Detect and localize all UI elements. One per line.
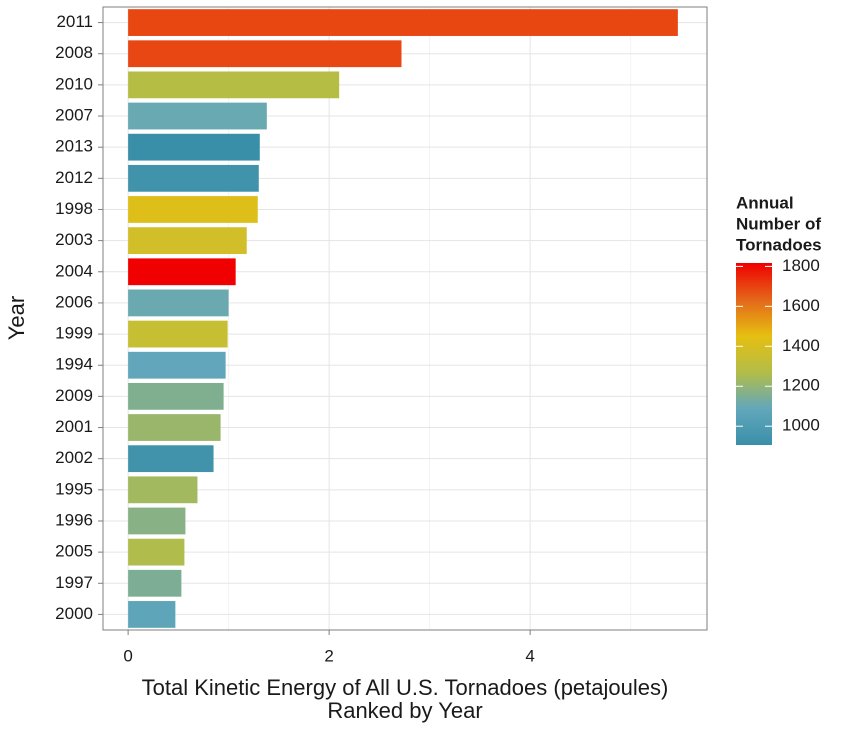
x-tick-label: 4 <box>525 646 534 665</box>
bar <box>128 382 224 410</box>
bar <box>128 445 214 473</box>
bar <box>128 71 340 99</box>
bar <box>128 9 678 36</box>
y-tick-label: 1996 <box>55 510 93 529</box>
y-tick-label: 1997 <box>55 573 93 592</box>
y-tick-label: 2013 <box>55 137 93 156</box>
colorbar-label: 1200 <box>782 376 820 395</box>
y-axis-title: Year <box>4 296 29 340</box>
legend-title: Tornadoes <box>736 235 822 254</box>
legend-title: Annual <box>736 193 794 212</box>
y-tick-label: 2007 <box>55 106 93 125</box>
y-tick-label: 2012 <box>55 168 93 187</box>
y-tick-label: 2003 <box>55 230 93 249</box>
colorbar-label: 1600 <box>782 296 820 315</box>
plot-area <box>102 6 708 631</box>
bar <box>128 102 267 130</box>
bar <box>128 538 185 566</box>
bar <box>128 258 236 286</box>
y-tick-label: 2008 <box>55 43 93 62</box>
colorbar-label: 1800 <box>782 256 820 275</box>
y-tick-label: 2004 <box>55 261 93 280</box>
y-tick-label: 1998 <box>55 199 93 218</box>
colorbar-label: 1400 <box>782 336 820 355</box>
colorbar-label: 1000 <box>782 416 820 435</box>
legend-title: Number of <box>736 214 821 233</box>
y-tick-label: 1994 <box>55 355 93 374</box>
bar <box>128 507 186 535</box>
y-tick-label: 2001 <box>55 417 93 436</box>
x-axis-title: Ranked by Year <box>327 698 482 723</box>
x-tick-label: 0 <box>123 646 132 665</box>
y-tick-label: 2002 <box>55 448 93 467</box>
bar <box>128 133 260 161</box>
y-tick-label: 2009 <box>55 386 93 405</box>
y-tick-label: 2006 <box>55 292 93 311</box>
y-tick-label: 2011 <box>56 12 93 31</box>
y-tick-label: 1999 <box>55 324 93 343</box>
bar <box>128 227 247 255</box>
bar <box>128 320 228 348</box>
bar <box>128 164 259 192</box>
bar <box>128 40 402 68</box>
bar <box>128 289 229 317</box>
y-tick-label: 1995 <box>55 479 93 498</box>
x-tick-label: 2 <box>324 646 333 665</box>
y-tick-label: 2010 <box>55 74 93 93</box>
bar <box>128 351 226 379</box>
y-tick-label: 2005 <box>55 542 93 561</box>
bar <box>128 476 198 504</box>
plot-area <box>102 6 708 631</box>
bar <box>128 569 182 597</box>
y-tick-label: 2000 <box>55 604 93 623</box>
bar <box>128 196 258 223</box>
bar <box>128 414 221 441</box>
colorbar <box>736 263 772 445</box>
x-axis-title: Total Kinetic Energy of All U.S. Tornado… <box>142 675 669 700</box>
bar <box>128 601 176 628</box>
